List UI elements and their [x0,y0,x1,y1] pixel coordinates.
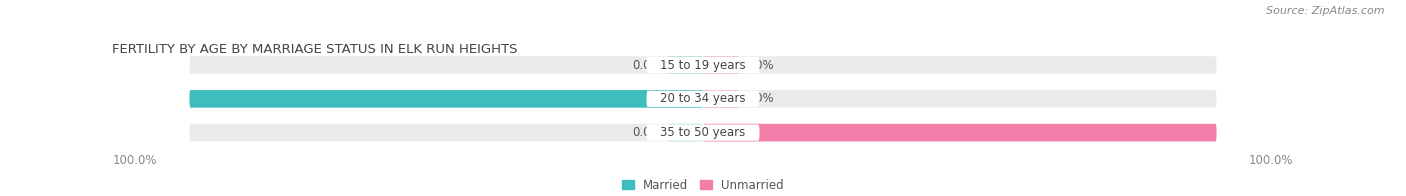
FancyBboxPatch shape [666,124,703,141]
Text: 0.0%: 0.0% [744,59,773,72]
Text: 0.0%: 0.0% [633,59,662,72]
Text: 20 to 34 years: 20 to 34 years [661,92,745,105]
Text: 100.0%: 100.0% [1222,126,1271,139]
Text: FERTILITY BY AGE BY MARRIAGE STATUS IN ELK RUN HEIGHTS: FERTILITY BY AGE BY MARRIAGE STATUS IN E… [112,43,517,56]
Text: 100.0%: 100.0% [1249,153,1294,167]
FancyBboxPatch shape [703,56,740,74]
FancyBboxPatch shape [190,124,1216,141]
Text: 100.0%: 100.0% [135,92,184,105]
Text: 100.0%: 100.0% [112,153,157,167]
FancyBboxPatch shape [703,124,1216,141]
Legend: Married, Unmarried: Married, Unmarried [617,174,789,196]
FancyBboxPatch shape [647,91,759,107]
FancyBboxPatch shape [190,90,1216,108]
FancyBboxPatch shape [190,56,1216,74]
FancyBboxPatch shape [647,57,759,73]
FancyBboxPatch shape [647,124,759,141]
FancyBboxPatch shape [703,90,740,108]
Text: Source: ZipAtlas.com: Source: ZipAtlas.com [1267,6,1385,16]
FancyBboxPatch shape [666,56,703,74]
Text: 15 to 19 years: 15 to 19 years [661,59,745,72]
FancyBboxPatch shape [190,90,703,108]
Text: 35 to 50 years: 35 to 50 years [661,126,745,139]
Text: 0.0%: 0.0% [633,126,662,139]
Text: 0.0%: 0.0% [744,92,773,105]
